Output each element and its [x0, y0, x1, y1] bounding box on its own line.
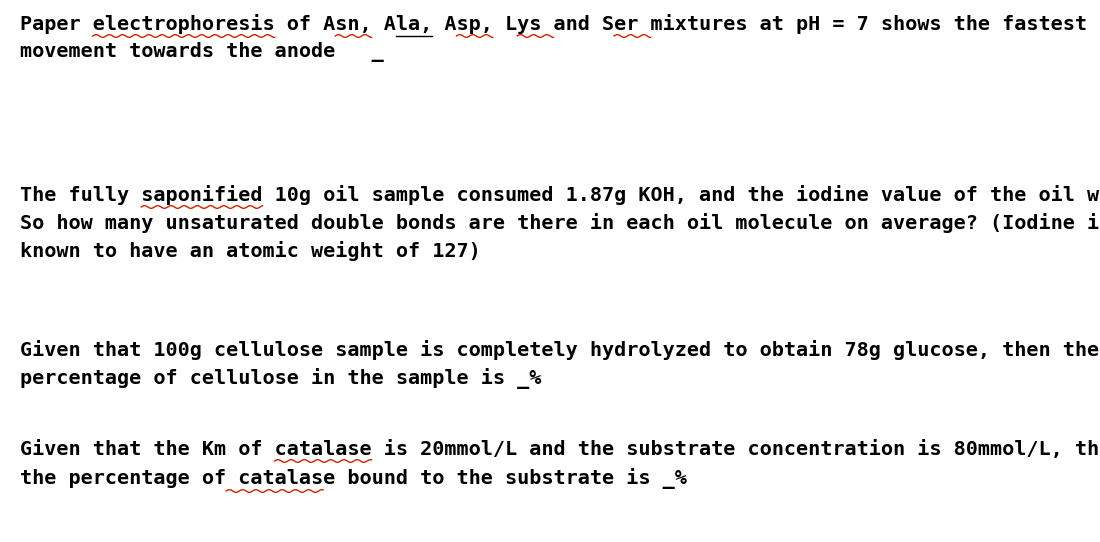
Text: Given that the Km of catalase is 20mmol/L and the substrate concentration is 80m: Given that the Km of catalase is 20mmol/… — [20, 440, 1100, 459]
Text: known to have an atomic weight of 127): known to have an atomic weight of 127) — [20, 241, 481, 261]
Text: Given that 100g cellulose sample is completely hydrolyzed to obtain 78g glucose,: Given that 100g cellulose sample is comp… — [20, 340, 1099, 360]
Text: Paper electrophoresis of Asn, Ala, Asp, Lys and Ser mixtures at pH = 7 shows the: Paper electrophoresis of Asn, Ala, Asp, … — [20, 14, 1087, 34]
Text: percentage of cellulose in the sample is _%: percentage of cellulose in the sample is… — [20, 368, 541, 389]
Text: The fully saponified 10g oil sample consumed 1.87g KOH, and the iodine value of : The fully saponified 10g oil sample cons… — [20, 185, 1100, 205]
Text: the percentage of catalase bound to the substrate is _%: the percentage of catalase bound to the … — [20, 468, 686, 489]
Text: So how many unsaturated double bonds are there in each oil molecule on average? : So how many unsaturated double bonds are… — [20, 213, 1100, 233]
Text: movement towards the anode   _: movement towards the anode _ — [20, 42, 384, 62]
